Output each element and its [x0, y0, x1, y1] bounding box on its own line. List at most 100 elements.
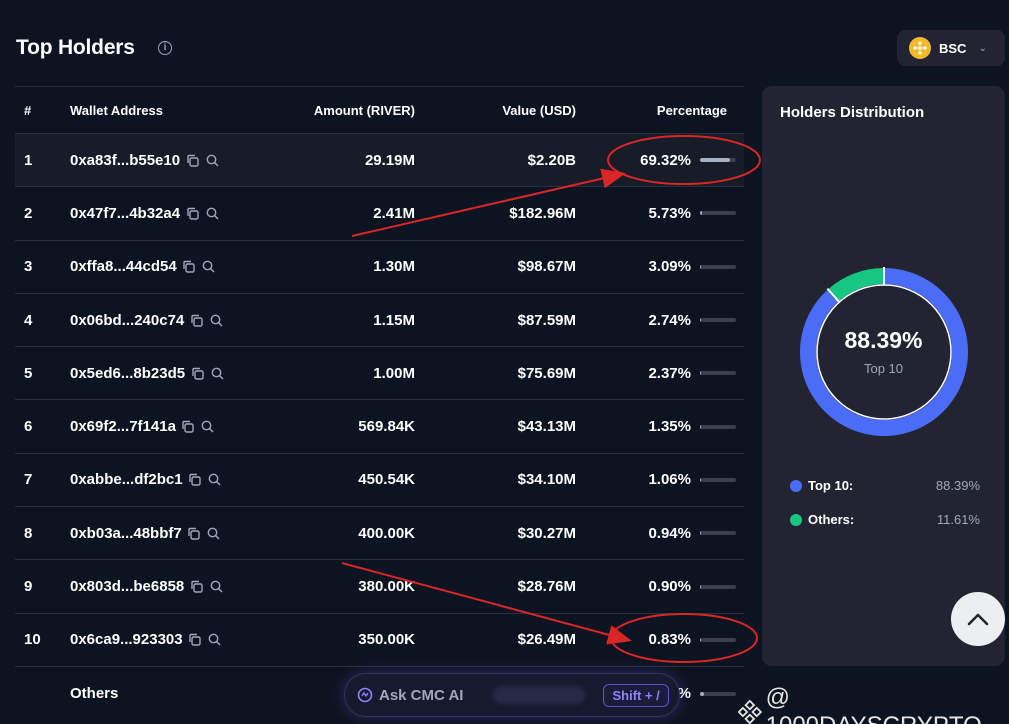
wallet-address[interactable]: 0xffa8...44cd54 — [70, 258, 177, 276]
percentage-cell: 0.83% — [576, 631, 736, 648]
search-icon[interactable] — [209, 365, 225, 381]
percentage-value: 1.06% — [648, 471, 691, 489]
info-icon[interactable]: i — [158, 41, 172, 55]
copy-icon[interactable] — [184, 152, 200, 168]
table-row[interactable]: 5 0x5ed6...8b23d5 1.00M $75.69M 2.37% — [15, 347, 744, 401]
percentage-value: 0.90% — [648, 578, 691, 596]
legend-others-value: 11.61% — [936, 512, 980, 527]
copy-icon[interactable] — [189, 365, 205, 381]
percentage-cell: 0.94% — [576, 525, 736, 542]
amount-cell: 569.84K — [358, 418, 415, 436]
value-cell: $28.76M — [517, 578, 576, 596]
wallet-address[interactable]: 0x803d...be6858 — [70, 578, 185, 596]
search-icon[interactable] — [201, 259, 217, 275]
percentage-bar — [700, 424, 736, 429]
others-percentage-bar — [700, 691, 736, 696]
ask-ai-label: Ask CMC AI — [379, 686, 464, 704]
table-row[interactable]: 10 0x6ca9...923303 350.00K $26.49M 0.83% — [15, 614, 744, 667]
amount-cell: 380.00K — [358, 578, 415, 596]
percentage-value: 3.09% — [648, 258, 691, 276]
copy-icon[interactable] — [187, 472, 203, 488]
donut-separator — [826, 287, 841, 303]
col-value-header: Value (USD) — [502, 102, 576, 118]
percentage-bar — [700, 531, 736, 536]
table-row-others: Others % — [15, 667, 744, 720]
value-cell: $75.69M — [517, 364, 576, 382]
rank-cell: 9 — [24, 578, 33, 596]
wallet-address[interactable]: 0x6ca9...923303 — [70, 631, 183, 649]
search-icon[interactable] — [200, 419, 216, 435]
scroll-to-top-button[interactable] — [951, 592, 1005, 646]
chevron-down-icon: ⌄ — [978, 42, 987, 54]
legend-top10: Top 10: 88.39% — [790, 478, 980, 493]
binance-logo-icon — [738, 700, 762, 724]
percentage-bar — [700, 584, 736, 589]
rank-cell: 3 — [24, 258, 33, 276]
percentage-cell: 2.37% — [576, 365, 736, 382]
table-row[interactable]: 8 0xb03a...48bbf7 400.00K $30.27M 0.94% — [15, 507, 744, 561]
table-row[interactable]: 6 0x69f2...7f141a 569.84K $43.13M 1.35% — [15, 400, 744, 454]
table-row[interactable]: 1 0xa83f...b55e10 29.19M $2.20B 69.32% — [15, 134, 744, 188]
wallet-address[interactable]: 0x69f2...7f141a — [70, 418, 176, 436]
col-amount-header: Amount (RIVER) — [313, 102, 415, 118]
table-row[interactable]: 9 0x803d...be6858 380.00K $28.76M 0.90% — [15, 560, 744, 614]
value-cell: $34.10M — [517, 471, 576, 489]
search-icon[interactable] — [206, 525, 222, 541]
amount-cell: 1.00M — [373, 364, 415, 382]
search-icon[interactable] — [204, 205, 220, 221]
wallet-address[interactable]: 0x5ed6...8b23d5 — [70, 364, 186, 382]
wallet-address[interactable]: 0xa83f...b55e10 — [70, 151, 181, 169]
amount-cell: 1.30M — [373, 258, 415, 276]
page-title: Top Holders — [16, 36, 135, 59]
col-rank-header: # — [24, 102, 32, 118]
percentage-value: 0.83% — [648, 631, 691, 649]
donut-segment-others — [828, 268, 885, 302]
table-row[interactable]: 4 0x06bd...240c74 1.15M $87.59M 2.74% — [15, 294, 744, 348]
panel-title: Holders Distribution — [780, 104, 925, 121]
chain-selector-button[interactable]: BSC ⌄ — [897, 30, 1005, 66]
copy-icon[interactable] — [180, 419, 196, 435]
copy-icon[interactable] — [188, 579, 204, 595]
wallet-address[interactable]: 0xb03a...48bbf7 — [70, 524, 182, 542]
search-icon[interactable] — [207, 472, 223, 488]
percentage-bar — [700, 637, 736, 642]
copy-icon[interactable] — [188, 312, 204, 328]
wallet-address[interactable]: 0xabbe...df2bc1 — [70, 471, 183, 489]
copy-icon[interactable] — [186, 525, 202, 541]
search-icon[interactable] — [207, 632, 223, 648]
table-header: # Wallet Address Amount (RIVER) Value (U… — [15, 86, 744, 134]
copy-icon[interactable] — [187, 632, 203, 648]
amount-cell: 2.41M — [373, 204, 415, 222]
address-cell: 0x6ca9...923303 — [70, 631, 265, 648]
percentage-bar — [700, 158, 736, 163]
search-icon[interactable] — [204, 152, 220, 168]
table-row[interactable]: 3 0xffa8...44cd54 1.30M $98.67M 3.09% — [15, 241, 744, 294]
address-cell: 0x47f7...4b32a4 — [70, 205, 265, 222]
percentage-cell: 3.09% — [576, 258, 736, 275]
percentage-value: 2.74% — [648, 311, 691, 329]
address-cell: 0xa83f...b55e10 — [70, 152, 265, 169]
ask-cmc-ai-button[interactable]: Ask CMC AI Shift + / — [344, 673, 680, 717]
percentage-value: 2.37% — [648, 364, 691, 382]
search-icon[interactable] — [208, 579, 224, 595]
copy-icon[interactable] — [181, 259, 197, 275]
legend-others: Others: 11.61% — [790, 512, 980, 527]
value-cell: $182.96M — [509, 204, 576, 222]
wallet-address[interactable]: 0x06bd...240c74 — [70, 311, 185, 329]
copy-icon[interactable] — [184, 205, 200, 221]
rank-cell: 8 — [24, 524, 33, 542]
legend-others-dot — [790, 513, 802, 526]
legend-top10-value: 88.39% — [935, 478, 980, 493]
table-row[interactable]: 7 0xabbe...df2bc1 450.54K $34.10M 1.06% — [15, 454, 744, 508]
wallet-address[interactable]: 0x47f7...4b32a4 — [70, 204, 181, 222]
search-icon[interactable] — [208, 312, 224, 328]
legend-others-label: Others: — [808, 512, 855, 527]
address-cell: 0x69f2...7f141a — [70, 418, 265, 435]
col-percentage-header: Percentage — [656, 102, 727, 118]
ai-chat-icon — [357, 687, 373, 703]
distribution-donut-chart — [800, 267, 968, 436]
percentage-cell: 1.35% — [576, 418, 736, 435]
table-row[interactable]: 2 0x47f7...4b32a4 2.41M $182.96M 5.73% — [15, 187, 744, 241]
donut-center-value: 88.39% — [844, 327, 923, 353]
